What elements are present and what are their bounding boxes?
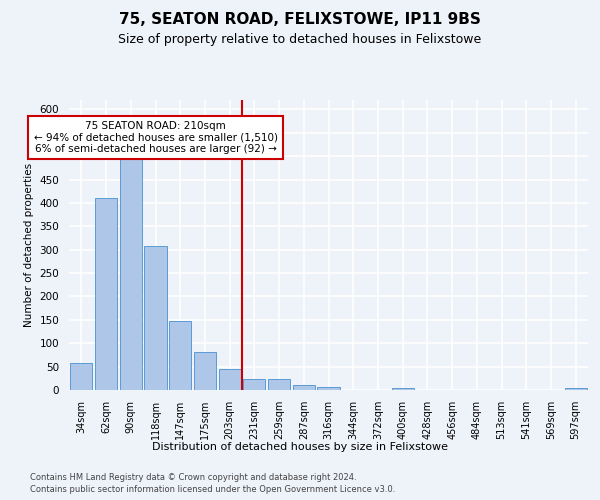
- Text: Size of property relative to detached houses in Felixstowe: Size of property relative to detached ho…: [118, 32, 482, 46]
- Text: 75, SEATON ROAD, FELIXSTOWE, IP11 9BS: 75, SEATON ROAD, FELIXSTOWE, IP11 9BS: [119, 12, 481, 28]
- Bar: [243, 379, 265, 390]
- Text: Contains HM Land Registry data © Crown copyright and database right 2024.: Contains HM Land Registry data © Crown c…: [30, 472, 356, 482]
- Bar: [70, 364, 92, 390]
- Bar: [392, 388, 414, 390]
- Y-axis label: Number of detached properties: Number of detached properties: [24, 163, 34, 327]
- Text: 75 SEATON ROAD: 210sqm
← 94% of detached houses are smaller (1,510)
6% of semi-d: 75 SEATON ROAD: 210sqm ← 94% of detached…: [34, 121, 277, 154]
- Bar: [268, 379, 290, 390]
- Bar: [194, 352, 216, 390]
- Bar: [145, 246, 167, 390]
- Bar: [95, 198, 117, 390]
- Bar: [119, 160, 142, 390]
- Bar: [565, 388, 587, 390]
- Text: Contains public sector information licensed under the Open Government Licence v3: Contains public sector information licen…: [30, 485, 395, 494]
- Text: Distribution of detached houses by size in Felixstowe: Distribution of detached houses by size …: [152, 442, 448, 452]
- Bar: [218, 370, 241, 390]
- Bar: [293, 386, 315, 390]
- Bar: [317, 386, 340, 390]
- Bar: [169, 321, 191, 390]
